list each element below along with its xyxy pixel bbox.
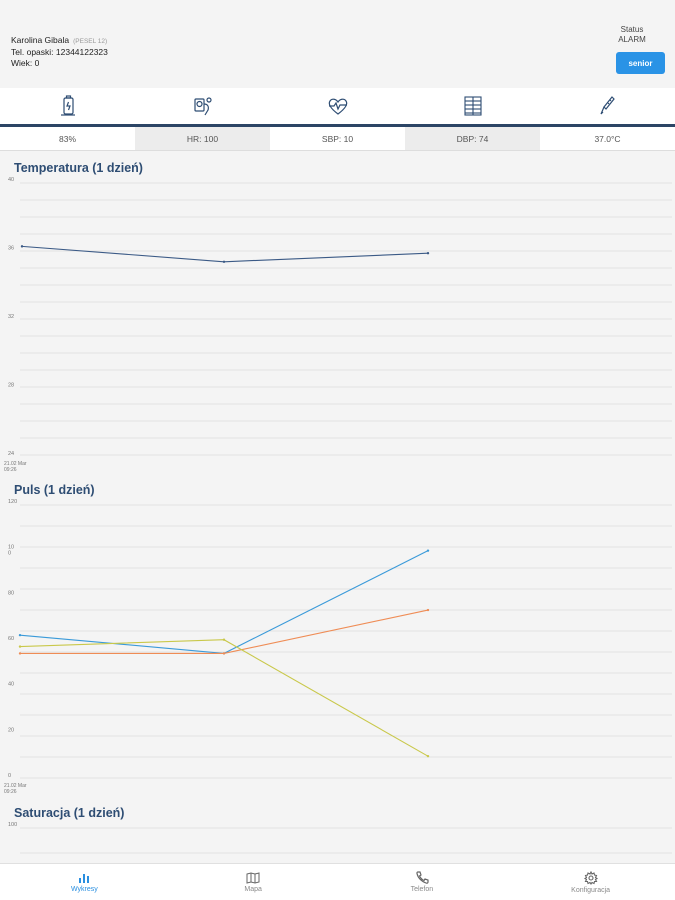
data-point [222, 638, 226, 641]
status-value: ALARM [618, 35, 646, 44]
y-tick-label: 40 [8, 177, 14, 183]
y-tick-label: 10 [8, 545, 14, 551]
battery-tab[interactable] [0, 88, 135, 124]
blood-pressure-icon [193, 97, 212, 116]
x-tick-label: 21.02 Mar [4, 461, 27, 467]
phone-icon [416, 871, 429, 884]
ecg-grid-icon [463, 96, 482, 116]
gear-icon [583, 870, 598, 885]
status-label: Status [620, 25, 644, 34]
ecg-tab[interactable] [405, 88, 540, 124]
blood-pressure-tab[interactable] [135, 88, 270, 124]
heart-rate-tab[interactable] [270, 88, 405, 124]
y-tick-label: 24 [8, 451, 14, 457]
heart-rate-icon [328, 98, 347, 115]
tab-configuration-label: Konfiguracja [571, 886, 611, 894]
vitals-strip: 83% HR: 100 SBP: 10 DBP: 74 37.0°C [0, 127, 675, 151]
tab-map-label: Mapa [244, 885, 262, 893]
temperature-chart-title: Temperatura (1 dzień) [14, 161, 143, 175]
saturation-chart: 100 [8, 822, 672, 854]
patient-name: Karolina Gibala [11, 35, 70, 45]
band-phone: Tel. opaski: 12344122323 [11, 47, 108, 57]
saturation-chart-title: Saturacja (1 dzień) [14, 806, 125, 820]
series-line [20, 609, 429, 654]
data-point [426, 549, 430, 552]
x-tick-label: 09:26 [4, 467, 17, 473]
vital-saturation: 83% [58, 134, 76, 144]
y-tick-label: 60 [8, 636, 14, 642]
header-divider [0, 124, 675, 127]
patient-name-row: Karolina Gibala (PESEL 12) [11, 35, 108, 47]
tab-phone-label: Telefon [410, 886, 434, 893]
y-tick-label: 0 [8, 551, 11, 557]
bottom-tab-bar: Wykresy Mapa Telefon Konfiguracja [0, 863, 675, 900]
tab-configuration[interactable]: Konfiguracja [506, 864, 675, 900]
charts-scroll-area[interactable]: Temperatura (1 dzień) 24 28 32 36 40 21.02 Ma… [0, 152, 675, 863]
patient-age: Wiek: 0 [11, 58, 40, 68]
data-point [18, 652, 22, 655]
vital-hr: HR: 100 [135, 127, 270, 150]
status-block: Status ALARM [607, 25, 657, 45]
data-point [222, 260, 226, 263]
senior-button[interactable]: senior [616, 52, 665, 74]
tab-phone[interactable]: Telefon [338, 864, 507, 900]
y-tick-label: 100 [8, 822, 17, 828]
thermometer-icon [599, 96, 615, 115]
y-tick-label: 120 [8, 499, 17, 505]
series-line [19, 550, 429, 654]
y-tick-label: 28 [8, 383, 14, 389]
data-point [222, 652, 226, 655]
data-point [426, 608, 430, 612]
battery-icon [60, 95, 75, 116]
series-line [21, 245, 429, 263]
x-tick-label: 21.02 Mar [4, 783, 27, 789]
x-tick-label: 09:26 [4, 789, 17, 795]
y-tick-label: 0 [8, 773, 11, 779]
data-point [18, 633, 22, 637]
vital-temperature: 37.0°C [594, 134, 621, 144]
thermometer-tab[interactable] [540, 88, 675, 124]
y-tick-label: 40 [8, 682, 14, 688]
y-tick-label: 36 [8, 246, 14, 252]
patient-header: Karolina Gibala (PESEL 12) Tel. opaski: 1… [0, 0, 675, 88]
map-icon [246, 871, 260, 884]
vital-dbp: DBP: 74 [405, 127, 540, 150]
patient-pesel: (PESEL 12) [73, 38, 108, 45]
tab-map[interactable]: Mapa [169, 864, 338, 900]
y-tick-label: 32 [8, 314, 14, 320]
patient-info: Karolina Gibala (PESEL 12) Tel. opaski: 1… [11, 35, 108, 69]
pulse-chart-title: Puls (1 dzień) [14, 483, 95, 497]
sensor-icon-bar [0, 88, 675, 124]
tab-charts[interactable]: Wykresy [0, 864, 169, 900]
data-point [18, 645, 22, 648]
y-tick-label: 80 [8, 590, 14, 596]
data-point [426, 754, 430, 758]
vital-sbp: SBP: 10 [321, 134, 354, 144]
bar-chart-icon [79, 873, 90, 883]
data-point [426, 252, 430, 255]
tab-charts-label: Wykresy [70, 885, 98, 893]
data-point [20, 245, 24, 248]
y-tick-label: 20 [8, 727, 14, 733]
series-line [19, 639, 429, 757]
